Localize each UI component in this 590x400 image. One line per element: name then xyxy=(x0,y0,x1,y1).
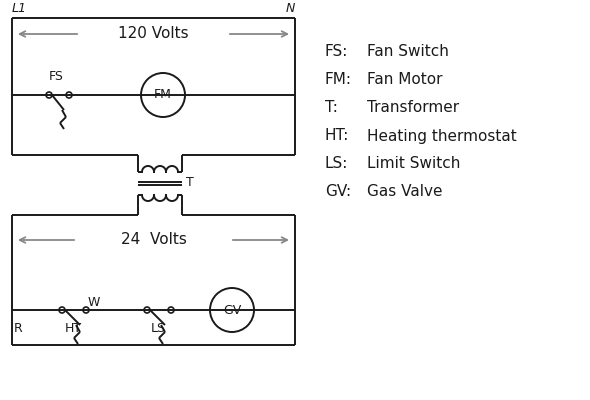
Text: 120 Volts: 120 Volts xyxy=(118,26,189,42)
Text: N: N xyxy=(286,2,295,14)
Text: HT:: HT: xyxy=(325,128,349,144)
Text: FS:: FS: xyxy=(325,44,348,60)
Text: Heating thermostat: Heating thermostat xyxy=(367,128,517,144)
Text: Limit Switch: Limit Switch xyxy=(367,156,460,172)
Text: Transformer: Transformer xyxy=(367,100,459,116)
Text: Gas Valve: Gas Valve xyxy=(367,184,442,200)
Text: T: T xyxy=(186,176,194,190)
Text: FS: FS xyxy=(48,70,64,83)
Text: Fan Motor: Fan Motor xyxy=(367,72,442,88)
Text: GV:: GV: xyxy=(325,184,351,200)
Text: FM: FM xyxy=(154,88,172,102)
Text: Fan Switch: Fan Switch xyxy=(367,44,449,60)
Text: L1: L1 xyxy=(12,2,27,14)
Text: HT: HT xyxy=(64,322,81,335)
Text: LS: LS xyxy=(150,322,166,335)
Text: T:: T: xyxy=(325,100,338,116)
Text: LS:: LS: xyxy=(325,156,348,172)
Text: GV: GV xyxy=(223,304,241,316)
Text: W: W xyxy=(88,296,100,308)
Text: FM:: FM: xyxy=(325,72,352,88)
Text: 24  Volts: 24 Volts xyxy=(120,232,186,248)
Text: R: R xyxy=(14,322,23,335)
